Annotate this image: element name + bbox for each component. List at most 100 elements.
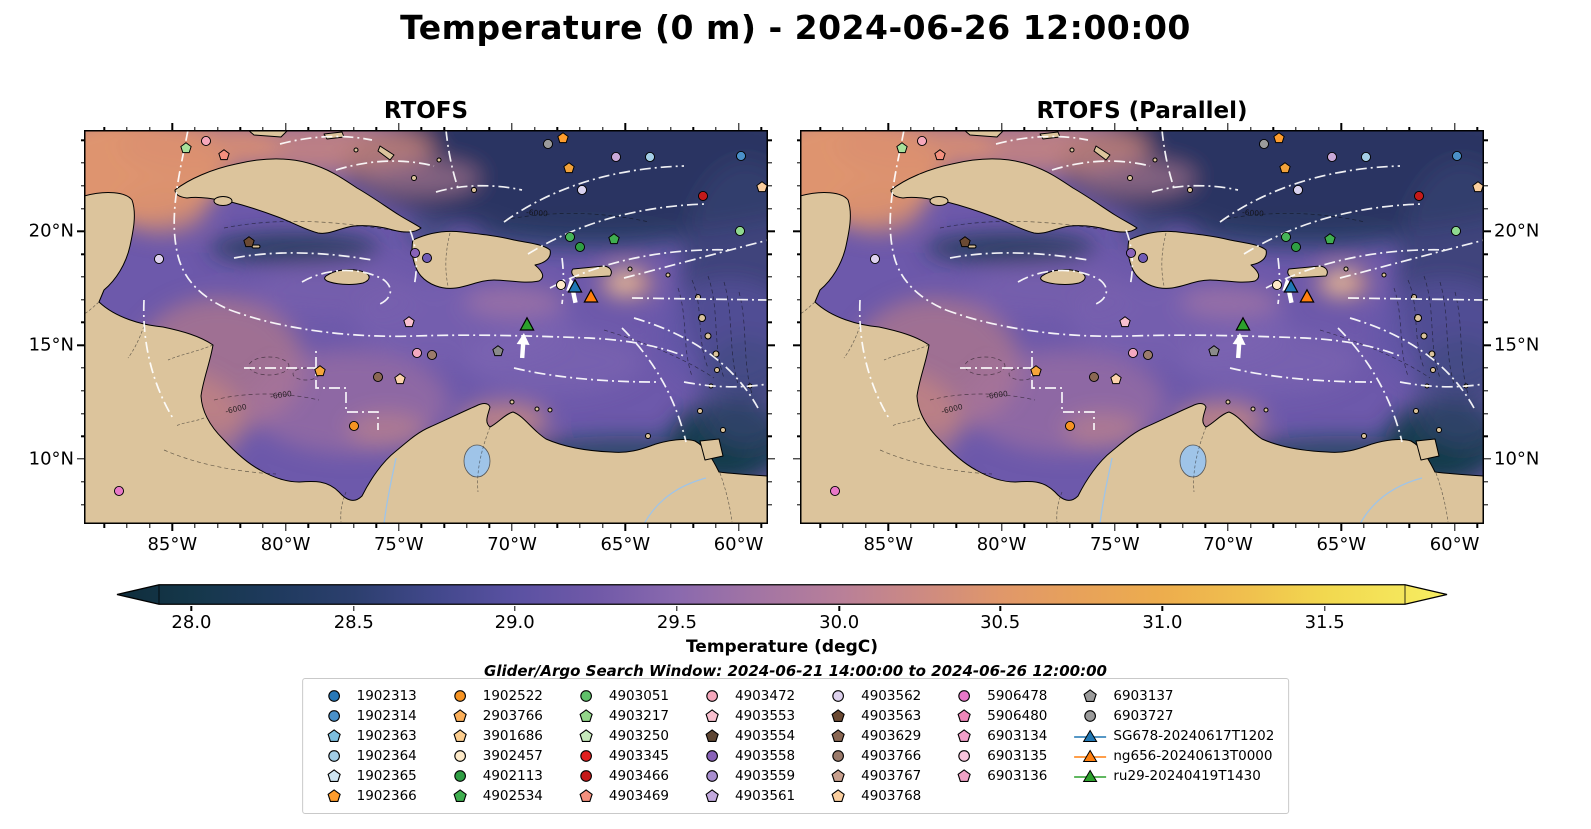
colorbar-tick [1323, 606, 1326, 611]
circle-legend-icon [569, 749, 603, 763]
argo-float-marker [153, 253, 165, 265]
axis-tick [126, 524, 128, 528]
axis-tick [768, 344, 775, 346]
argo-float-marker [1127, 347, 1139, 359]
legend-label: 6903134 [987, 728, 1048, 744]
axis-tick [1317, 524, 1320, 528]
legend-label: 4903345 [608, 748, 669, 764]
axis-tick [77, 458, 84, 460]
circle-legend-icon [947, 689, 981, 703]
argo-float-marker [1451, 150, 1463, 162]
colorbar-tick [1161, 606, 1164, 611]
axis-tick [1484, 458, 1491, 460]
legend-label: 4903768 [861, 788, 922, 804]
legend-label: 4903558 [735, 748, 796, 764]
legend-entry-4903217: 4903217 [569, 706, 669, 726]
legend-entry-5906478: 5906478 [947, 686, 1047, 706]
axis-tick [624, 123, 626, 130]
axis-tick [1484, 412, 1488, 415]
axis-tick [1068, 524, 1071, 528]
axis-tick [398, 123, 400, 130]
legend-entry-5906480: 5906480 [947, 706, 1047, 726]
argo-float-marker [200, 135, 212, 147]
x-tick-label: 65°W [600, 534, 651, 555]
legend-label: 1902314 [356, 708, 417, 724]
axis-tick [1476, 524, 1478, 528]
pentagon-legend-icon [317, 729, 351, 743]
pentagon-legend-icon [443, 709, 477, 723]
axis-tick [148, 524, 151, 528]
depth-contour-label: -6000 [985, 389, 1009, 402]
legend-entry-4902534: 4902534 [443, 786, 543, 806]
axis-tick [1046, 524, 1048, 528]
legend-label: 5906480 [987, 708, 1048, 724]
colorbar-tick-label: 28.5 [333, 612, 374, 633]
legend-entry-4903250: 4903250 [569, 726, 669, 746]
axis-tick [910, 524, 912, 528]
depth-contour-label: -6000 [224, 401, 248, 416]
axis-tick [1484, 207, 1488, 210]
legend-label: 1902365 [356, 768, 417, 784]
axis-tick [262, 524, 264, 528]
argo-float-marker [403, 316, 415, 328]
axis-tick [1204, 524, 1207, 528]
axis-tick [352, 524, 355, 528]
axis-tick [1114, 123, 1116, 130]
argo-float-marker [1142, 349, 1154, 361]
pentagon-legend-icon [569, 729, 603, 743]
argo-float-marker [1029, 365, 1042, 377]
circle-legend-icon [569, 769, 603, 783]
axis-tick [284, 524, 287, 531]
axis-tick [284, 123, 287, 130]
legend-label: 4903472 [735, 688, 796, 704]
axis-tick [216, 524, 219, 528]
axis-tick [171, 524, 174, 531]
legend-entry-4903561: 4903561 [695, 786, 795, 806]
y-tick-label: 20°N [28, 220, 74, 242]
legend-label: 4903559 [735, 768, 796, 784]
axis-tick [864, 524, 867, 528]
legend-entry-4903768: 4903768 [821, 786, 921, 806]
pentagon-legend-icon [821, 729, 855, 743]
axis-tick [1431, 524, 1433, 528]
axis-tick [793, 230, 800, 233]
circle-legend-icon [317, 709, 351, 723]
pentagon-legend-icon [821, 769, 855, 783]
pentagon-legend-icon [1073, 689, 1107, 703]
legend-columns: 1902313 1902314 1902363 1902364 1902365 19023… [317, 686, 1274, 806]
colorbar-tick-label: 28.0 [171, 612, 212, 633]
axis-tick [398, 524, 400, 531]
rtofs-marker-layer: -6000 -6000 -6000 [84, 130, 768, 524]
axis-tick [194, 524, 196, 528]
legend-entry-1902314: 1902314 [317, 706, 417, 726]
axis-tick [768, 367, 772, 369]
axis-tick [819, 524, 822, 528]
legend-entry-6903136: 6903136 [947, 766, 1047, 786]
legend-label: 1902366 [356, 788, 417, 804]
argo-float-marker [1088, 371, 1100, 383]
legend-label: 4903562 [861, 688, 922, 704]
argo-float-marker [492, 345, 505, 357]
axis-tick [1250, 524, 1252, 528]
pentagon-legend-icon [317, 789, 351, 803]
pentagon-legend-icon [821, 789, 855, 803]
axis-tick [420, 524, 423, 528]
legend-entry-4902113: 4902113 [443, 766, 543, 786]
axis-tick [647, 524, 649, 528]
argo-float-marker [557, 132, 569, 144]
legend-label: ru29-20240419T1430 [1113, 768, 1261, 784]
map-panel-rtofs: RTOFS -6000 -6000 -6000 85°W 80°W 75°W 70°W 65… [29, 98, 775, 555]
argo-float-marker [869, 253, 881, 265]
axis-tick [77, 344, 84, 346]
argo-float-marker [756, 181, 768, 193]
argo-float-marker [243, 235, 256, 248]
legend-label: 6903137 [1113, 688, 1174, 704]
axis-tick [534, 524, 536, 528]
argo-float-marker [1125, 247, 1137, 259]
axis-tick [768, 230, 775, 233]
legend-label: 4903250 [608, 728, 669, 744]
figure-title: Temperature (0 m) - 2024-06-26 12:00:00 [400, 8, 1191, 47]
legend-entry-4903554: 4903554 [695, 726, 795, 746]
argo-float-marker [576, 184, 588, 196]
legend-entry-4903559: 4903559 [695, 766, 795, 786]
